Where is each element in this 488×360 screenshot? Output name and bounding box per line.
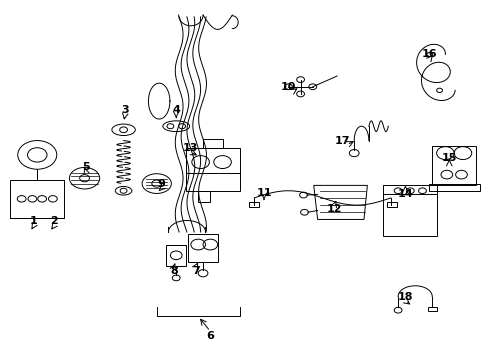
Bar bbox=[188, 234, 217, 262]
Text: 7: 7 bbox=[191, 266, 199, 276]
Text: 5: 5 bbox=[82, 162, 90, 172]
Bar bbox=[203, 139, 222, 148]
Bar bbox=[427, 307, 436, 311]
Text: 13: 13 bbox=[183, 143, 198, 153]
Text: 2: 2 bbox=[50, 216, 58, 226]
Text: 16: 16 bbox=[421, 49, 437, 59]
Text: 8: 8 bbox=[169, 266, 177, 276]
Bar bbox=[431, 146, 475, 185]
Text: 14: 14 bbox=[397, 189, 412, 199]
Bar bbox=[166, 244, 185, 266]
Text: 10: 10 bbox=[280, 82, 295, 92]
Bar bbox=[249, 202, 259, 207]
Text: 4: 4 bbox=[172, 105, 180, 115]
Bar bbox=[428, 184, 479, 191]
Text: 9: 9 bbox=[157, 179, 165, 189]
Text: 15: 15 bbox=[441, 153, 456, 163]
Text: 18: 18 bbox=[397, 292, 412, 302]
Bar bbox=[383, 185, 436, 235]
Text: 3: 3 bbox=[121, 105, 128, 115]
Bar bbox=[198, 191, 210, 202]
Text: 12: 12 bbox=[326, 204, 342, 214]
Text: 17: 17 bbox=[334, 136, 349, 145]
Bar bbox=[386, 202, 396, 207]
Text: 1: 1 bbox=[30, 216, 38, 226]
Bar bbox=[10, 180, 64, 218]
Bar bbox=[185, 148, 239, 191]
Text: 11: 11 bbox=[256, 188, 271, 198]
Text: 6: 6 bbox=[206, 331, 214, 341]
